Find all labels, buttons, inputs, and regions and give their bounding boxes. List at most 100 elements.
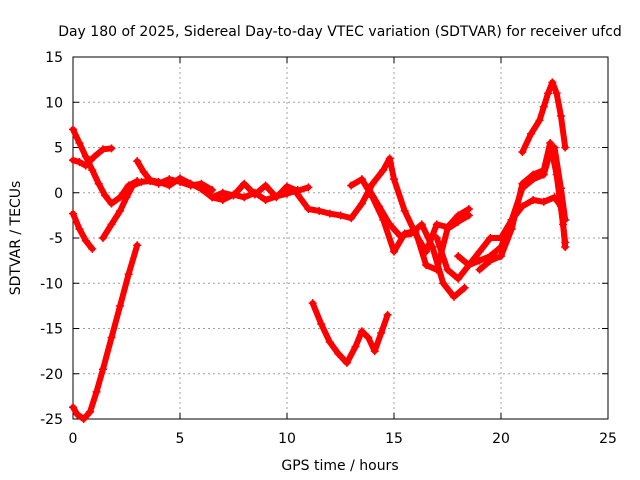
data-point	[107, 144, 116, 153]
data-point	[94, 179, 103, 188]
series-line	[70, 242, 141, 422]
data-point	[69, 209, 77, 218]
series-line	[365, 185, 468, 300]
data-point	[304, 183, 313, 192]
series-s15	[518, 78, 570, 157]
data-point	[449, 292, 458, 301]
data-point	[561, 143, 570, 152]
data-point	[304, 205, 313, 214]
data-point	[428, 243, 437, 252]
data-point	[385, 220, 394, 229]
data-point	[317, 319, 326, 328]
y-axis-label: SDTVAR / TECUs	[8, 181, 24, 296]
data-point	[460, 283, 469, 292]
data-point	[176, 174, 184, 183]
data-point	[529, 195, 538, 204]
data-point	[539, 102, 548, 111]
data-point	[385, 154, 394, 163]
data-point	[325, 338, 334, 347]
data-point	[92, 387, 101, 396]
data-point	[81, 152, 90, 161]
series-s11	[308, 299, 392, 367]
data-point	[218, 188, 227, 197]
data-point	[107, 220, 116, 229]
data-point	[272, 192, 281, 201]
data-point	[432, 220, 441, 229]
x-tick-label: 20	[492, 431, 510, 447]
series-s3	[69, 209, 97, 253]
data-point	[90, 152, 99, 161]
data-point	[546, 138, 555, 147]
data-point	[432, 234, 441, 242]
data-point	[75, 157, 84, 166]
data-point	[101, 191, 110, 200]
data-point	[73, 410, 82, 419]
data-point	[507, 224, 516, 233]
data-point	[347, 214, 356, 223]
data-point	[539, 166, 548, 175]
series-s14	[475, 138, 570, 274]
data-point	[69, 125, 77, 134]
data-point	[146, 176, 155, 185]
y-tick-label: -20	[40, 367, 63, 383]
data-point	[283, 189, 291, 198]
data-point	[133, 241, 142, 250]
data-point	[370, 347, 379, 356]
data-point	[377, 329, 386, 338]
data-point	[107, 199, 116, 208]
data-point	[454, 217, 463, 226]
data-point	[283, 182, 291, 191]
data-point	[88, 244, 97, 253]
series-line	[198, 185, 301, 203]
axis-ticks: 0 5 10 15 20 25 -25 -20 -15 -10 -5 0 5 10 15	[40, 50, 617, 447]
data-point	[548, 78, 557, 87]
data-point	[368, 179, 377, 188]
data-point	[518, 179, 527, 188]
data-point	[347, 181, 356, 190]
data-point	[364, 333, 373, 342]
data-point	[116, 301, 125, 310]
data-point	[137, 177, 146, 186]
data-point	[293, 190, 302, 199]
data-point	[407, 229, 416, 238]
data-point	[308, 299, 317, 308]
series-s2	[69, 125, 142, 208]
data-point	[79, 415, 88, 423]
data-point	[552, 170, 561, 179]
data-point	[417, 220, 426, 229]
chart-title: Day 180 of 2025, Sidereal Day-to-day VTE…	[58, 24, 622, 40]
data-point	[334, 349, 343, 358]
data-point	[475, 247, 484, 256]
data-point	[475, 256, 484, 265]
data-point	[475, 265, 484, 274]
data-point	[218, 195, 227, 204]
x-tick-label: 5	[176, 431, 185, 447]
y-tick-label: 10	[45, 95, 63, 111]
y-tick-label: -25	[40, 412, 63, 428]
x-tick-label: 10	[278, 431, 296, 447]
data-point	[422, 261, 431, 270]
data-point	[529, 170, 538, 179]
series-s7	[197, 184, 302, 204]
data-point	[116, 206, 125, 215]
data-point	[69, 403, 77, 412]
data-point	[439, 279, 448, 288]
data-point	[561, 243, 570, 252]
data-point	[139, 167, 148, 176]
data-point	[98, 145, 107, 154]
x-tick-label: 15	[385, 431, 403, 447]
data-point	[122, 193, 131, 202]
series-group	[69, 78, 570, 423]
data-point	[229, 190, 238, 199]
data-point	[208, 186, 217, 195]
data-point	[464, 261, 473, 270]
data-point	[390, 247, 398, 256]
grid	[72, 56, 609, 420]
y-tick-label: 15	[45, 50, 63, 66]
data-point	[383, 310, 392, 319]
data-point	[88, 166, 97, 175]
x-tick-label: 25	[599, 431, 617, 447]
data-point	[351, 342, 360, 351]
data-point	[69, 156, 77, 165]
